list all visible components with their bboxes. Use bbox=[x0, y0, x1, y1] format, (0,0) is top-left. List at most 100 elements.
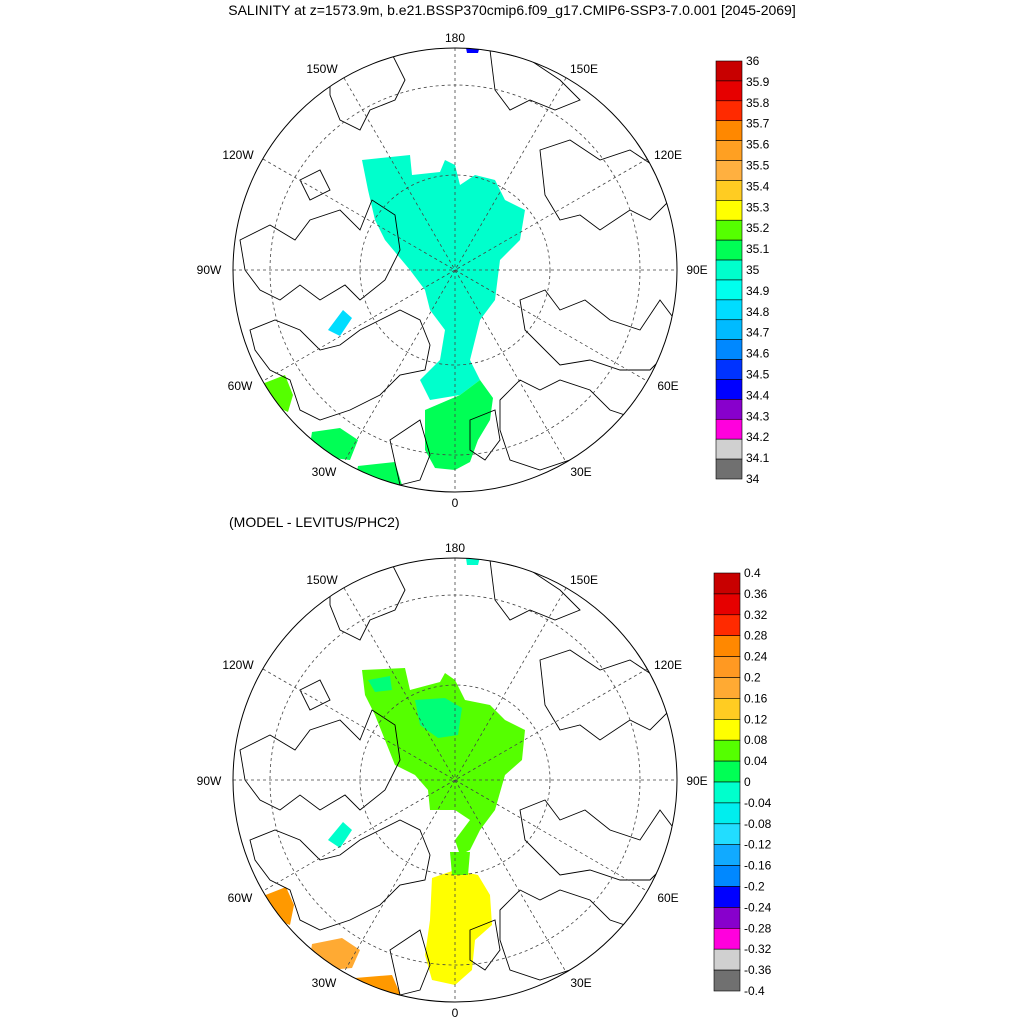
label-0: 0 bbox=[452, 496, 459, 510]
colorbar-tick-label: 35.4 bbox=[746, 179, 770, 193]
colorbar-swatch bbox=[713, 948, 741, 971]
longitude-labels-bottom: 180 150E 120E 90E 60E 30E 0 30W 60W 90W … bbox=[197, 541, 708, 1020]
label-180: 180 bbox=[445, 31, 465, 45]
colorbar-tick-label: 34.7 bbox=[746, 326, 770, 340]
colorbar-swatch bbox=[715, 299, 743, 321]
diff-baffin-bay bbox=[328, 822, 352, 848]
salinity-map: 180 150E 120E 90E 60E 30E 0 30W 60W 90W … bbox=[197, 31, 770, 510]
colorbar-tick-label: 34.3 bbox=[746, 409, 770, 423]
colorbar-swatch bbox=[715, 438, 743, 460]
label-150w: 150W bbox=[306, 573, 338, 587]
colorbar-swatch bbox=[715, 80, 743, 102]
label-150w: 150W bbox=[306, 62, 338, 76]
colorbar-swatch bbox=[715, 259, 743, 281]
label-120w: 120W bbox=[222, 148, 254, 162]
longitude-labels-top: 180 150E 120E 90E 60E 30E 0 30W 60W 90W … bbox=[197, 31, 708, 510]
colorbar-swatch bbox=[715, 339, 743, 360]
colorbar-tick-label: 35.7 bbox=[746, 117, 770, 131]
colorbar-swatch bbox=[713, 886, 741, 908]
diff-nordic-seas bbox=[425, 870, 492, 985]
label-30e: 30E bbox=[570, 976, 591, 990]
colorbar-tick-label: -0.4 bbox=[744, 984, 765, 998]
difference-map: 180 150E 120E 90E 60E 30E 0 30W 60W 90W … bbox=[197, 541, 772, 1020]
colorbar-tick-label: 35.5 bbox=[746, 159, 770, 173]
label-120w: 120W bbox=[222, 658, 254, 672]
colorbar-swatch bbox=[715, 239, 743, 261]
colorbar-swatch bbox=[713, 865, 741, 887]
region-west-atlantic bbox=[262, 375, 293, 412]
colorbar-swatch bbox=[715, 458, 743, 480]
label-90w: 90W bbox=[197, 774, 222, 788]
colorbar-tick-label: -0.2 bbox=[744, 880, 765, 894]
coastlines bbox=[239, 49, 676, 486]
label-30e: 30E bbox=[570, 465, 591, 479]
graticule bbox=[233, 48, 677, 492]
colorbar-swatch bbox=[715, 200, 743, 221]
colorbar-swatch bbox=[713, 698, 741, 720]
colorbar-swatch bbox=[713, 656, 741, 678]
colorbar-tick-label: 34.9 bbox=[746, 284, 770, 298]
colorbar-tick-label: 36 bbox=[746, 54, 760, 68]
colorbar-tick-label: 0.4 bbox=[744, 566, 761, 580]
colorbar-swatch bbox=[713, 844, 741, 866]
colorbar-tick-label: 35.9 bbox=[746, 75, 770, 89]
region-nordic-seas bbox=[425, 380, 493, 470]
graticule-bottom bbox=[233, 558, 677, 1002]
colorbar-tick-label: 0.16 bbox=[744, 691, 768, 705]
colorbar-swatch bbox=[715, 140, 743, 161]
colorbar-swatch bbox=[713, 760, 741, 783]
colorbar-swatch bbox=[715, 180, 743, 201]
label-60e: 60E bbox=[657, 891, 678, 905]
colorbar-swatch bbox=[713, 823, 741, 845]
colorbar-swatch bbox=[715, 60, 743, 82]
colorbar-swatch bbox=[713, 677, 741, 699]
colorbar-swatch bbox=[713, 739, 741, 762]
colorbar-tick-label: 0.04 bbox=[744, 754, 768, 768]
colorbar-tick-label: -0.12 bbox=[744, 838, 772, 852]
colorbar-tick-label: 34.2 bbox=[746, 430, 770, 444]
colorbar-tick-label: 0.36 bbox=[744, 587, 768, 601]
colorbar-tick-label: 0.2 bbox=[744, 671, 761, 685]
colorbar-swatch bbox=[715, 279, 743, 301]
label-150e: 150E bbox=[570, 573, 598, 587]
colorbar-swatch bbox=[713, 718, 741, 741]
diff-west-atlantic bbox=[263, 887, 294, 925]
colorbar-swatch bbox=[713, 969, 741, 992]
region-baffin-bay bbox=[328, 310, 352, 336]
colorbar-tick-label: -0.28 bbox=[744, 921, 772, 935]
diff-nordic-upper bbox=[450, 852, 470, 875]
label-30w: 30W bbox=[312, 465, 337, 479]
colorbar-tick-label: 35.3 bbox=[746, 200, 770, 214]
colorbar-tick-label: 0.12 bbox=[744, 712, 768, 726]
colorbar-swatch bbox=[715, 120, 743, 141]
label-60w: 60W bbox=[228, 379, 253, 393]
diff-central-arctic bbox=[362, 668, 525, 855]
label-30w: 30W bbox=[312, 976, 337, 990]
label-0: 0 bbox=[452, 1006, 459, 1020]
colorbar-tick-label: 34.5 bbox=[746, 368, 770, 382]
colorbar-swatch bbox=[715, 160, 743, 181]
colorbar-tick-label: -0.04 bbox=[744, 796, 772, 810]
difference-subtitle: (MODEL - LEVITUS/PHC2) bbox=[229, 514, 400, 530]
colorbar-swatch bbox=[713, 572, 741, 595]
colorbar-swatch bbox=[713, 907, 741, 929]
colorbar-swatch bbox=[713, 593, 741, 616]
colorbar-swatch bbox=[713, 781, 741, 804]
difference-colorbar: 0.4 0.36 0.32 0.28 0.24 0.2 0.16 0.12 0.08 0.04 0 -… bbox=[713, 566, 772, 998]
region-bering-sea bbox=[466, 48, 480, 53]
label-120e: 120E bbox=[654, 658, 682, 672]
diff-zero-region bbox=[415, 698, 462, 738]
colorbar-swatch bbox=[713, 635, 741, 657]
colorbar-tick-label: 35.8 bbox=[746, 96, 770, 110]
colorbar-tick-label: 0.28 bbox=[744, 629, 768, 643]
colorbar-swatch bbox=[715, 418, 743, 440]
region-central-arctic bbox=[362, 155, 525, 400]
label-120e: 120E bbox=[654, 148, 682, 162]
colorbar-tick-label: 34.8 bbox=[746, 305, 770, 319]
colorbar-tick-label: 35 bbox=[746, 263, 760, 277]
colorbar-swatch bbox=[715, 219, 743, 241]
colorbar-tick-label: -0.16 bbox=[744, 859, 772, 873]
colorbar-tick-label: 34 bbox=[746, 472, 760, 486]
colorbar-tick-label: -0.08 bbox=[744, 817, 772, 831]
colorbar-swatch bbox=[713, 614, 741, 636]
